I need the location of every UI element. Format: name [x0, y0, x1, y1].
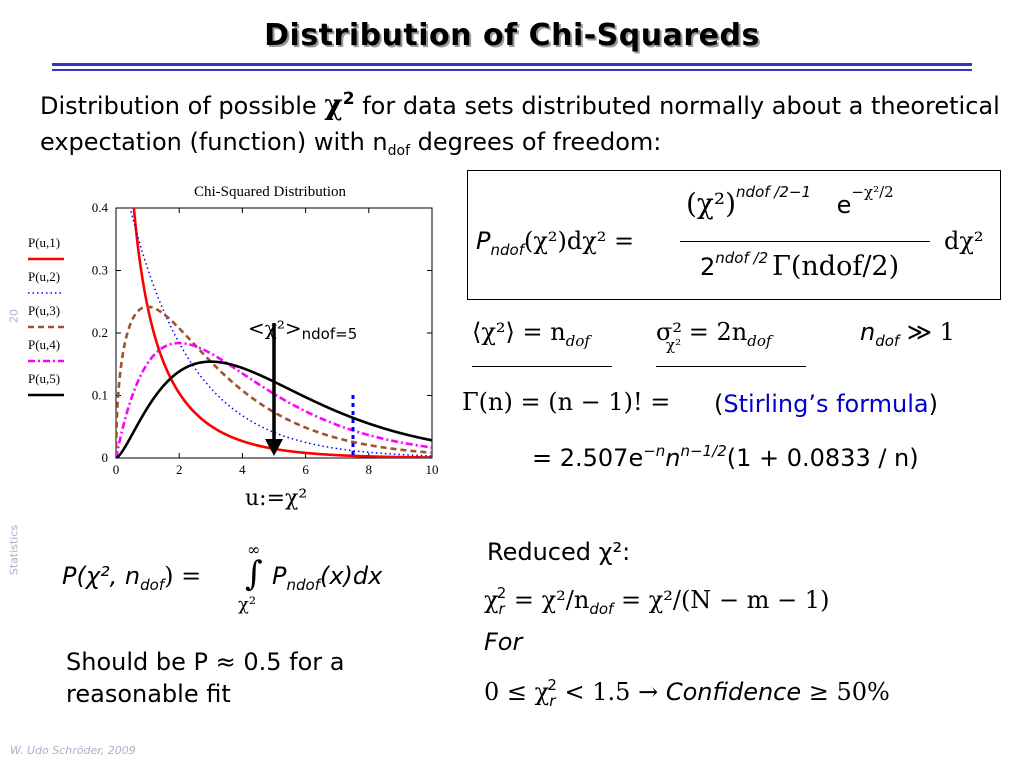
series-line-4 [116, 341, 432, 458]
x-tick-label: 4 [239, 462, 246, 475]
reduced-label: Reduced χ²: [487, 538, 631, 566]
series-line-2 [129, 208, 432, 457]
should-be-note: Should be P ≈ 0.5 for a reasonable fit [66, 648, 345, 708]
variance-eq-underline [656, 366, 806, 367]
y-tick-label: 0.1 [92, 388, 108, 403]
intro-mid: for data sets distributed normally about… [40, 92, 1000, 156]
formula-box: Pndof(χ²)dχ² = (χ²)ndof /2−1 e−χ²/2 2ndo… [467, 170, 1001, 300]
mean-label: <χ²> [248, 316, 302, 340]
x-tick-label: 2 [176, 462, 183, 475]
intro-chi-sup: 2 [342, 89, 355, 109]
title-rule-bottom [52, 69, 972, 71]
title-rule-top [52, 63, 972, 66]
mean-annotation: <χ²>ndof=5 [248, 316, 358, 343]
x-tick-label: 6 [302, 462, 309, 475]
integral-rhs: Pndof(x)dx [272, 562, 383, 594]
mean-sub: ndof=5 [301, 325, 358, 343]
y-tick-label: 0.3 [92, 263, 108, 278]
integral-lower: χ² [238, 594, 257, 615]
for-label: For [484, 628, 523, 656]
numerator: (χ²)ndof /2−1 e−χ²/2 [686, 183, 894, 220]
stirling-eq: = 2.507e−nnn−1/2(1 + 0.0833 / n) [532, 442, 919, 472]
intro-text: Distribution of possible χ2 for data set… [40, 88, 1000, 163]
slide-title: Distribution of Chi-Squareds [264, 18, 760, 53]
footer-credit: W. Udo Schröder, 2009 [10, 744, 136, 757]
integral-lhs: P(χ², ndof) = [62, 562, 202, 594]
x-tick-label: 10 [426, 462, 439, 475]
confidence-eq: 0 ≤ χr2 < 1.5 → Confidence ≥ 50% [484, 676, 890, 710]
chi-squared-chart: Chi-Squared Distribution 0 2 4 6 8 10 0 0.1 0.2 0… [28, 184, 439, 475]
intro-sub: dof [387, 143, 411, 159]
series-line-3 [116, 305, 432, 458]
x-tick-label: 8 [366, 462, 373, 475]
legend-label: P(u,2) [28, 269, 60, 284]
mean-arrow-head [265, 439, 283, 456]
stirling-formula-label: Stirling’s formula [723, 390, 929, 418]
u-label: u:=χ² [245, 486, 308, 511]
gamma-eq: Γ(n) = (n − 1)! = [462, 388, 671, 416]
legend-label: P(u,1) [28, 235, 60, 250]
integral-upper: ∞ [247, 540, 261, 559]
legend-label: P(u,3) [28, 303, 60, 318]
chart-title: Chi-Squared Distribution [194, 184, 347, 200]
mean-eq: ⟨χ²⟩ = ndof [472, 318, 590, 350]
slide-number: 20 [7, 309, 21, 323]
intro-post: degrees of freedom: [410, 128, 662, 156]
dchi: dχ² [944, 227, 984, 255]
y-tick-label: 0.4 [92, 200, 109, 215]
intro-pre: Distribution of possible [40, 92, 325, 120]
ndof-condition: ndof ≫ 1 [860, 318, 955, 350]
variance-eq: σ²χ² = 2ndof [656, 318, 772, 354]
side-label: Statistics [7, 524, 21, 576]
y-tick-label: 0 [102, 450, 109, 465]
legend: P(u,1) P(u,2) P(u,3) P(u,4) P(u,5) [28, 235, 64, 397]
legend-label: P(u,4) [28, 337, 60, 352]
x-tick-label: 0 [113, 462, 120, 475]
fraction-bar [680, 241, 930, 242]
integral-sign: ∫ [245, 554, 263, 594]
legend-label: P(u,5) [28, 371, 60, 386]
markers [265, 323, 355, 456]
mean-eq-underline [472, 366, 612, 367]
main-lhs: Pndof(χ²)dχ² = [476, 227, 635, 259]
denominator: 2ndof /2 Γ(ndof/2) [700, 249, 900, 282]
intro-chi: χ [324, 88, 343, 121]
stirling-note: (Stirling’s formula) [714, 390, 939, 418]
y-tick-label: 0.2 [92, 325, 108, 340]
reduced-eq: χr2 = χ²/ndof = χ²/(N − m − 1) [484, 584, 830, 618]
